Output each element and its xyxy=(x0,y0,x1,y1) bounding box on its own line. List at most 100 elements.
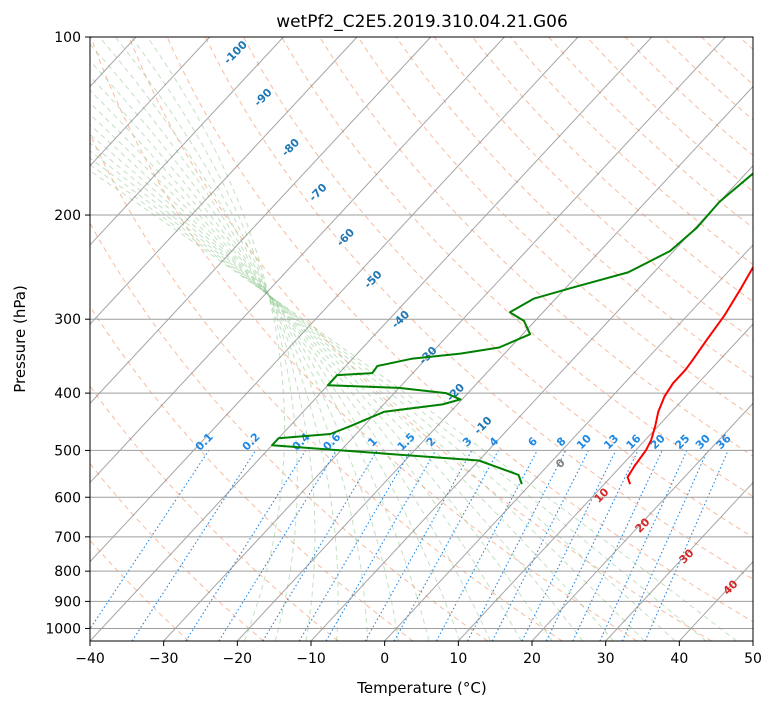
x-tick-label: −40 xyxy=(75,651,105,667)
dry-adiabat-line xyxy=(90,37,638,641)
mixing-ratio-line xyxy=(491,450,589,641)
x-tick-label: 10 xyxy=(449,651,467,667)
x-tick-label: −30 xyxy=(149,651,179,667)
isotherm-line xyxy=(90,37,579,563)
isotherm-line xyxy=(678,561,753,641)
mixing-ratio-line xyxy=(599,450,688,641)
moist-adiabat-label: 30 xyxy=(677,546,697,566)
dry-adiabat-line xyxy=(662,37,753,121)
moist-adiabat-line xyxy=(90,89,461,641)
isotherm-line xyxy=(752,640,753,641)
dry-adiabat-line xyxy=(701,37,753,86)
mixing-ratio-line xyxy=(218,450,337,641)
dry-adiabat-label: -90 xyxy=(251,86,274,109)
moist-adiabat-line xyxy=(90,60,399,641)
moist-adiabat-line xyxy=(130,37,298,641)
y-axis-label: Pressure (hPa) xyxy=(11,285,29,393)
dry-adiabat-line xyxy=(90,462,264,641)
gridlines xyxy=(0,37,753,641)
dry-adiabat-line xyxy=(624,37,753,157)
moist-adiabat-line xyxy=(90,113,522,641)
dry-adiabat-line xyxy=(204,37,753,580)
dry-adiabat-line xyxy=(243,37,753,538)
dry-adiabat-line xyxy=(586,37,753,193)
moist-adiabat-line xyxy=(90,142,614,641)
mixing-ratio-label: 3 xyxy=(460,435,475,450)
zero-label: 0 xyxy=(553,456,568,471)
x-axis-label: Temperature (°C) xyxy=(356,679,486,697)
reference-lines xyxy=(90,37,753,641)
dry-adiabat-line xyxy=(548,37,753,229)
moist-adiabat-line xyxy=(90,75,430,641)
isotherm-line xyxy=(90,37,505,484)
x-tick-label: −10 xyxy=(296,651,326,667)
moist-adiabat-line xyxy=(146,37,285,641)
mixing-ratio-label: 2 xyxy=(424,435,439,450)
dry-adiabat-label: -60 xyxy=(334,226,357,249)
moist-adiabat-label: 20 xyxy=(633,515,653,535)
isotherm-line xyxy=(310,164,753,641)
isotherm-line xyxy=(163,37,726,641)
mixing-ratio-line xyxy=(185,450,307,641)
dry-adiabat-label: -100 xyxy=(221,38,250,67)
isotherm-line xyxy=(90,37,284,246)
isotherm-line xyxy=(605,481,753,641)
y-tick-label: 800 xyxy=(54,564,81,580)
y-tick-label: 500 xyxy=(54,443,81,459)
mixing-ratio-label: 16 xyxy=(624,432,644,452)
dry-adiabat-line xyxy=(357,37,753,418)
mixing-ratio-label: 8 xyxy=(554,435,569,450)
dry-adiabat-line xyxy=(90,132,563,641)
y-tick-label: 700 xyxy=(54,530,81,546)
mixing-ratio-line xyxy=(131,450,257,641)
y-tick-label: 200 xyxy=(54,208,81,224)
isotherm-line xyxy=(90,37,432,405)
isotherm-line xyxy=(90,37,358,325)
x-tick-label: 0 xyxy=(380,651,389,667)
dry-adiabat-label: -40 xyxy=(389,308,412,331)
dry-adiabat-line xyxy=(166,37,753,623)
x-tick-label: 40 xyxy=(670,651,688,667)
moist-adiabat-label: 10 xyxy=(592,485,612,505)
mixing-ratio-line xyxy=(435,450,538,641)
moist-adiabat-line xyxy=(90,43,368,641)
mixing-ratio-line xyxy=(572,450,663,641)
y-tick-label: 1000 xyxy=(45,621,81,637)
axis-ticks: −40 −30 −20 −10 0 10 20 30 40 5010020030040050060… xyxy=(45,30,762,667)
profile-series xyxy=(271,172,753,485)
mixing-ratio-line xyxy=(393,450,499,641)
moist-adiabat-line xyxy=(90,102,491,641)
dry-adiabat-line xyxy=(395,37,753,379)
mixing-ratio-line xyxy=(298,450,412,641)
y-tick-label: 600 xyxy=(54,490,81,506)
dry-adiabat-label: -80 xyxy=(279,136,302,159)
y-tick-label: 400 xyxy=(54,386,81,402)
dry-adiabat-label: -70 xyxy=(306,181,329,204)
isotherm-line xyxy=(531,402,753,641)
x-tick-label: 20 xyxy=(523,651,541,667)
x-tick-label: 30 xyxy=(597,651,615,667)
mixing-ratio-line xyxy=(364,450,473,641)
mixing-ratio-label: 25 xyxy=(672,432,692,452)
moist-adiabat-line xyxy=(115,37,316,641)
isotherm-line xyxy=(236,85,753,641)
isotherm-line xyxy=(457,323,753,641)
mixing-ratio-line xyxy=(521,450,617,641)
dry-adiabat-label: -10 xyxy=(471,414,494,437)
dry-adiabat-line xyxy=(739,37,753,50)
mixing-ratio-line xyxy=(545,450,639,641)
isotherm-line xyxy=(384,244,753,641)
dry-adiabat-line xyxy=(510,37,753,266)
x-tick-label: 50 xyxy=(744,651,762,667)
moist-adiabat-label: 40 xyxy=(721,577,741,597)
x-tick-label: −20 xyxy=(223,651,253,667)
isotherm-line xyxy=(0,37,62,641)
mixing-ratio-label: 36 xyxy=(714,432,734,452)
plot-frame xyxy=(89,36,754,642)
mixing-ratio-line xyxy=(325,450,437,641)
y-tick-label: 900 xyxy=(54,594,81,610)
moist-adiabat-line xyxy=(99,37,339,641)
moist-adiabat-line xyxy=(90,170,738,641)
mixing-ratio-label: 4 xyxy=(487,434,502,449)
